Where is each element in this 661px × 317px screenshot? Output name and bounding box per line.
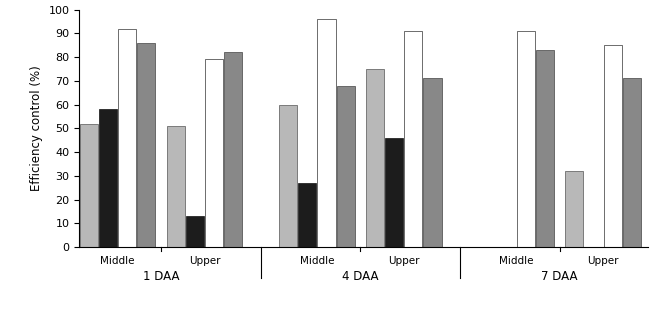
Bar	[137, 43, 155, 247]
Bar	[536, 50, 554, 247]
Text: Middle: Middle	[499, 256, 533, 266]
Bar	[517, 31, 535, 247]
Text: 4 DAA: 4 DAA	[342, 270, 379, 283]
Text: Upper: Upper	[388, 256, 420, 266]
Bar	[424, 78, 442, 247]
Bar	[298, 183, 317, 247]
Text: Upper: Upper	[588, 256, 619, 266]
Bar	[385, 138, 403, 247]
Bar	[603, 45, 622, 247]
Bar	[205, 60, 223, 247]
Bar	[565, 171, 584, 247]
Bar	[99, 109, 117, 247]
Bar	[336, 86, 355, 247]
Bar	[224, 52, 243, 247]
Bar	[80, 124, 98, 247]
Text: 7 DAA: 7 DAA	[541, 270, 578, 283]
Bar	[167, 126, 185, 247]
Bar	[366, 69, 384, 247]
Bar	[279, 105, 297, 247]
Text: Upper: Upper	[189, 256, 220, 266]
Bar	[317, 19, 336, 247]
Bar	[118, 29, 136, 247]
Y-axis label: Efficiency control (%): Efficiency control (%)	[30, 66, 43, 191]
Text: Middle: Middle	[299, 256, 334, 266]
Bar	[405, 31, 422, 247]
Text: Middle: Middle	[100, 256, 135, 266]
Text: 1 DAA: 1 DAA	[143, 270, 179, 283]
Bar	[623, 78, 641, 247]
Bar	[186, 217, 204, 247]
